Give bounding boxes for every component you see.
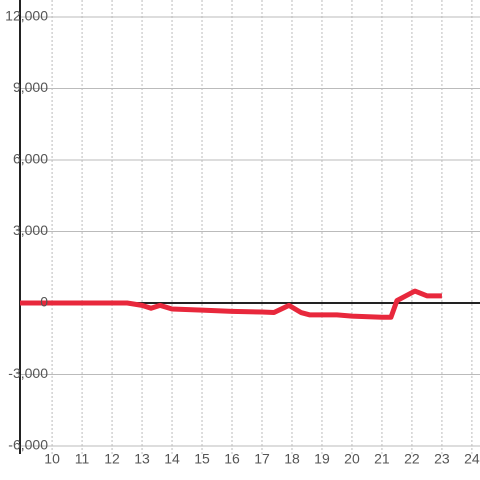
y-tick-label: 9,000 (13, 79, 48, 95)
x-tick-label: 13 (134, 451, 150, 467)
x-tick-label: 21 (374, 451, 390, 467)
y-tick-label: 3,000 (13, 222, 48, 238)
y-tick-label: 0 (40, 294, 48, 310)
x-tick-label: 22 (404, 451, 420, 467)
x-tick-label: 16 (224, 451, 240, 467)
x-tick-label: 19 (314, 451, 330, 467)
x-tick-label: 20 (344, 451, 360, 467)
y-tick-label: 6,000 (13, 151, 48, 167)
x-tick-label: 17 (254, 451, 270, 467)
y-tick-label: -6,000 (8, 437, 48, 453)
x-tick-label: 12 (104, 451, 120, 467)
x-tick-label: 23 (434, 451, 450, 467)
x-tick-label: 24 (464, 451, 480, 467)
x-tick-label: 14 (164, 451, 180, 467)
y-tick-label: 12,000 (5, 8, 48, 24)
line (20, 288, 442, 320)
x-tick-label: 10 (44, 451, 60, 467)
x-tick-label: 15 (194, 451, 210, 467)
x-tick-label: 11 (75, 451, 90, 467)
y-tick-label: -3,000 (8, 365, 48, 381)
x-tick-label: 18 (284, 451, 300, 467)
